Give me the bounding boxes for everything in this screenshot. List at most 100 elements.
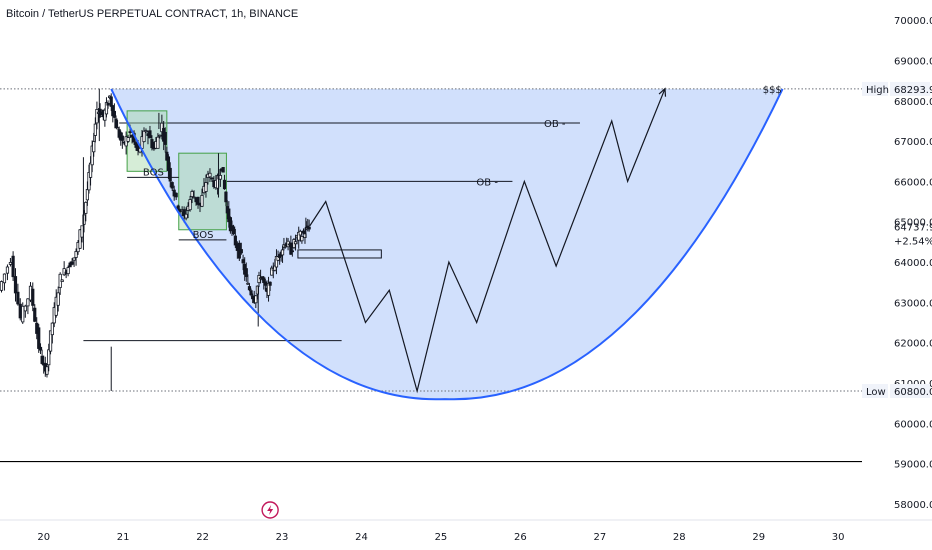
x-tick-label: 24 bbox=[355, 532, 368, 543]
last-change: +2.54% bbox=[894, 236, 932, 247]
bowl-fill bbox=[111, 88, 783, 400]
x-tick-label: 22 bbox=[196, 532, 209, 543]
candle-body bbox=[23, 305, 27, 312]
candle-body bbox=[66, 267, 70, 275]
candle-body bbox=[249, 290, 253, 296]
candle-body bbox=[115, 127, 120, 130]
candle-body bbox=[82, 214, 86, 225]
candle-body bbox=[70, 261, 74, 265]
candle-body bbox=[68, 262, 72, 268]
candle-body bbox=[156, 136, 160, 149]
candle-body bbox=[95, 109, 99, 124]
candle-body bbox=[148, 130, 152, 139]
x-tick-label: 26 bbox=[514, 532, 527, 543]
low-tag-box bbox=[862, 384, 888, 399]
low-value-box bbox=[890, 384, 930, 399]
candle-body bbox=[231, 226, 236, 235]
candle-body bbox=[289, 242, 293, 255]
y-tick-label: 69000.0 bbox=[894, 56, 932, 67]
candle-body bbox=[47, 349, 51, 366]
bos-label-1: BOS bbox=[143, 167, 164, 178]
candle-body bbox=[5, 266, 10, 274]
candle-body bbox=[233, 235, 237, 246]
candle-body bbox=[31, 288, 35, 306]
candle-body bbox=[188, 199, 192, 211]
candle-body bbox=[210, 177, 214, 180]
y-tick-label: 68000.0 bbox=[894, 97, 932, 108]
candle-body bbox=[26, 298, 30, 307]
x-tick-label: 29 bbox=[752, 532, 765, 543]
candle-body bbox=[62, 268, 66, 276]
candle-body bbox=[221, 167, 225, 173]
high-tag-box bbox=[862, 81, 888, 96]
candle-body bbox=[204, 182, 208, 192]
x-tick-label: 28 bbox=[673, 532, 686, 543]
y-tick-label: 60000.0 bbox=[894, 419, 932, 430]
y-tick-label: 58000.0 bbox=[894, 500, 932, 511]
candle-body bbox=[142, 130, 146, 143]
x-tick-label: 21 bbox=[117, 532, 130, 543]
candle-body bbox=[244, 268, 248, 277]
candle-body bbox=[301, 230, 306, 234]
y-tick-label: 62000.0 bbox=[894, 339, 932, 350]
candle-body bbox=[174, 192, 178, 198]
candle-body bbox=[18, 303, 22, 319]
y-tick-label: 64000.0 bbox=[894, 258, 932, 269]
candle-body bbox=[290, 250, 294, 253]
candle-body bbox=[246, 282, 250, 285]
candle-body bbox=[200, 195, 204, 207]
y-tick-label: 63000.0 bbox=[894, 298, 932, 309]
candle-body bbox=[170, 182, 174, 189]
candle-body bbox=[37, 327, 41, 349]
x-tick-label: 23 bbox=[276, 532, 289, 543]
candle-body bbox=[40, 355, 44, 364]
candle-body bbox=[293, 241, 298, 245]
candle-body bbox=[33, 307, 37, 322]
ob-line-1-label: OB - bbox=[544, 119, 566, 130]
candle-body bbox=[268, 281, 272, 286]
candle-body bbox=[54, 296, 58, 316]
candle-body bbox=[298, 230, 302, 236]
candle-body bbox=[21, 305, 25, 323]
candle-body bbox=[144, 130, 148, 133]
candle-body bbox=[280, 249, 285, 256]
candle-body bbox=[128, 131, 132, 134]
candle-body bbox=[60, 279, 64, 283]
candle-body bbox=[126, 137, 130, 142]
candle-body bbox=[74, 251, 78, 258]
candle-body bbox=[92, 141, 96, 153]
candle-body bbox=[182, 209, 186, 217]
bos-label-2: BOS bbox=[193, 230, 214, 241]
candle-body bbox=[120, 135, 124, 141]
y-tick-label: 65000.0 bbox=[894, 218, 932, 229]
candle-body bbox=[163, 131, 167, 145]
ob-line-2-label: OB - bbox=[476, 177, 498, 188]
candle-body bbox=[48, 330, 53, 352]
candle-body bbox=[150, 139, 154, 149]
y-tick-label: 66000.0 bbox=[894, 177, 932, 188]
arrow-head bbox=[658, 87, 667, 97]
candle-body bbox=[106, 102, 110, 106]
candle-body bbox=[72, 257, 76, 261]
candle-body bbox=[307, 226, 311, 230]
candle-body bbox=[0, 281, 4, 291]
candle-body bbox=[11, 255, 15, 278]
candle-body bbox=[300, 236, 304, 242]
candle-body bbox=[56, 292, 60, 306]
candle-body bbox=[112, 110, 117, 118]
candle-body bbox=[176, 205, 180, 210]
candle-body bbox=[184, 213, 188, 219]
low-value: 60800.0 bbox=[894, 387, 932, 398]
candle-body bbox=[93, 123, 97, 136]
candle-body bbox=[166, 156, 171, 172]
liquidity-label: $$$ bbox=[763, 85, 782, 96]
candle-body bbox=[241, 259, 245, 264]
low-tag: Low bbox=[866, 387, 886, 398]
candle-body bbox=[80, 225, 84, 238]
projected-path bbox=[309, 88, 666, 394]
candle-body bbox=[13, 276, 18, 294]
candle-body bbox=[239, 249, 243, 254]
flash-bolt bbox=[267, 505, 274, 515]
candle-body bbox=[196, 196, 200, 205]
